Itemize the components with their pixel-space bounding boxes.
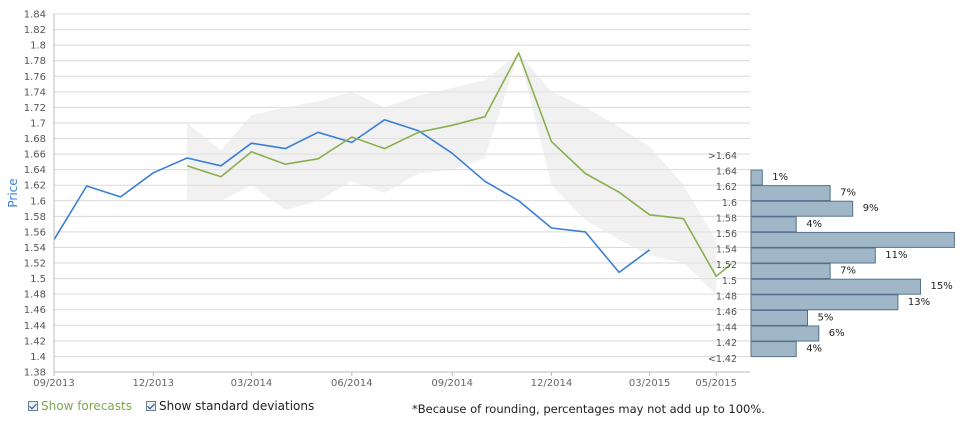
y-tick-label: 1.62	[24, 181, 46, 192]
checkbox-checked-icon[interactable]	[28, 401, 38, 411]
distribution-bar	[750, 341, 797, 358]
distribution-bar	[750, 169, 763, 186]
actual-series-line	[53, 119, 651, 274]
x-tick-label: 06/2014	[331, 378, 373, 389]
y-tick-label: 1.8	[30, 41, 46, 52]
x-tick-label: 03/2014	[231, 378, 273, 389]
show-forecasts-label[interactable]: Show forecasts	[41, 399, 132, 413]
distribution-percent-label: 4%	[806, 344, 822, 355]
price-chart: >1.641.641.621.61.581.561.541.521.51.481…	[6, 10, 955, 389]
distribution-percent-label: 11%	[885, 250, 907, 261]
x-tick-label: 09/2013	[33, 378, 75, 389]
distribution-bin-label: 1.62	[716, 182, 737, 193]
distribution-percent-label: 7%	[840, 188, 856, 199]
std-deviation-band	[187, 52, 717, 295]
show-std-label[interactable]: Show standard deviations	[158, 399, 315, 413]
y-tick-label: 1.66	[24, 150, 46, 161]
distribution-bin-label: 1.56	[716, 229, 737, 240]
distribution-bin-label: 1.58	[716, 213, 737, 224]
distribution-bar	[750, 200, 854, 217]
distribution-bar	[750, 263, 831, 280]
distribution-bar	[750, 216, 797, 233]
x-tick-label: 09/2014	[431, 378, 473, 389]
y-tick-label: 1.42	[24, 336, 46, 347]
distribution-bar	[750, 294, 899, 311]
y-tick-label: 1.5	[30, 274, 46, 285]
forecast-series-line	[186, 52, 733, 278]
y-tick-label: 1.76	[24, 72, 46, 83]
chart-controls: Show forecasts Show standard deviations	[28, 399, 314, 413]
axes: 1.84 1.82 1.8 1.78 1.76 1.74 1.72 1.7 1.68 1.66 1.…	[6, 10, 750, 389]
distribution-bar	[750, 325, 820, 342]
distribution-percent-label: 4%	[806, 219, 822, 230]
checkbox-checked-icon[interactable]	[145, 401, 156, 411]
distribution-percent-label: 15%	[931, 281, 953, 292]
y-tick-label: 1.78	[24, 56, 46, 67]
distribution-histogram: >1.64 1.64 1.62 1.6 1.58 1.56 1.54 1.52 1.5 1.48 1…	[708, 151, 955, 365]
distribution-bin-label: 1.42	[716, 338, 737, 349]
x-tick-label: 12/2014	[531, 378, 573, 389]
y-tick-label: 1.64	[24, 165, 46, 176]
distribution-bin-label: 1.52	[716, 260, 737, 271]
y-tick-label: 1.48	[24, 290, 46, 301]
rounding-note: *Because of rounding, percentages may no…	[412, 402, 765, 416]
distribution-bin-label: 1.6	[722, 198, 737, 209]
y-tick-label: 1.84	[24, 10, 46, 21]
distribution-percent-label: 9%	[863, 203, 879, 214]
y-tick-label: 1.68	[24, 134, 46, 145]
y-tick-label: 1.56	[24, 227, 46, 238]
distribution-percent-label: 1%	[772, 172, 788, 183]
y-tick-label: 1.72	[24, 103, 46, 114]
y-axis-title: Price	[6, 178, 20, 207]
y-tick-label: 1.74	[24, 87, 46, 98]
distribution-percent-label: 5%	[818, 312, 834, 323]
y-tick-label: 1.4	[30, 352, 46, 363]
distribution-bin-label: 1.54	[716, 245, 737, 256]
y-tick-label: 1.44	[24, 321, 46, 332]
distribution-bin-label: <1.42	[708, 354, 737, 365]
distribution-bar	[750, 231, 955, 248]
y-tick-label: 1.58	[24, 212, 46, 223]
distribution-bin-label: 1.44	[716, 323, 737, 334]
distribution-bar	[750, 278, 921, 295]
distribution-bar	[750, 185, 831, 202]
y-tick-label: 1.82	[24, 25, 46, 36]
distribution-bin-label: 1.64	[716, 167, 737, 178]
distribution-bar	[750, 247, 876, 264]
y-tick-label: 1.54	[24, 243, 46, 254]
distribution-bin-label: 1.48	[716, 291, 737, 302]
x-tick-label: 05/2015	[695, 378, 737, 389]
y-tick-label: 1.46	[24, 305, 46, 316]
y-tick-label: 1.52	[24, 259, 46, 270]
y-tick-label: 1.6	[30, 196, 46, 207]
distribution-percent-label: 13%	[908, 297, 930, 308]
distribution-percent-label: 6%	[829, 328, 845, 339]
series	[53, 52, 733, 278]
x-tick-label: 12/2013	[132, 378, 174, 389]
show-forecasts-checkbox[interactable]: Show forecasts	[28, 399, 132, 413]
distribution-bin-label: >1.64	[708, 151, 737, 162]
y-tick-label: 1.7	[30, 118, 46, 129]
x-tick-label: 03/2015	[629, 378, 671, 389]
std-band	[187, 52, 717, 295]
y-tick-label: 1.38	[24, 368, 46, 379]
show-std-checkbox[interactable]: Show standard deviations	[145, 399, 315, 413]
distribution-bin-label: 1.46	[716, 307, 737, 318]
distribution-bin-label: 1.5	[722, 276, 737, 287]
distribution-bar	[750, 309, 808, 326]
distribution-percent-label: 7%	[840, 266, 856, 277]
